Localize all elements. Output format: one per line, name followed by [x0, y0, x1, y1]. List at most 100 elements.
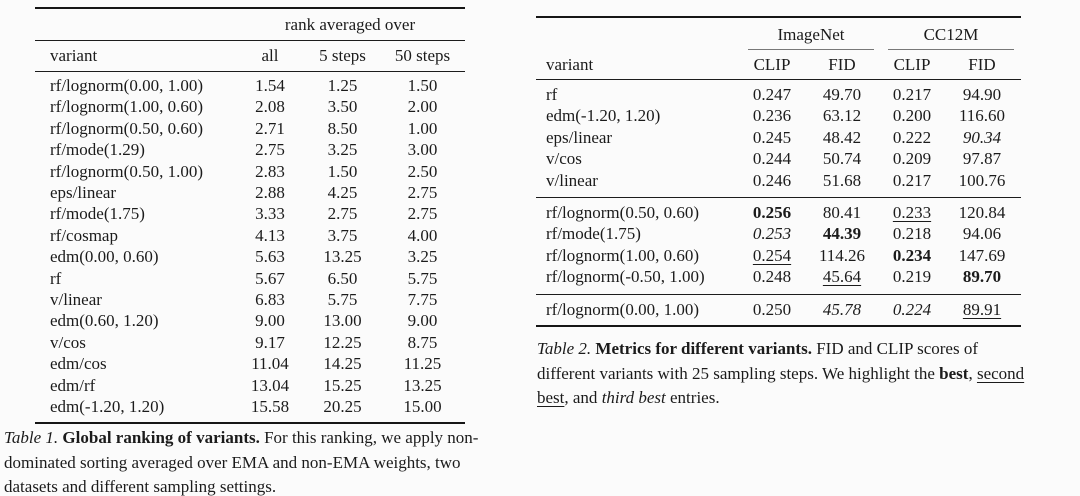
value-cell: 63.12 [822, 106, 862, 126]
variant-cell: rf/lognorm(0.50, 1.00) [50, 161, 203, 181]
table-row: rf/lognorm(1.00, 0.60) 0.254 114.26 0.234 14… [536, 245, 1021, 266]
column-header-all: all [261, 46, 279, 66]
value-cell: 4.00 [407, 225, 438, 245]
value-cell: 0.218 [892, 224, 932, 244]
value-cell: 11.04 [251, 354, 289, 374]
value-cell: 2.75 [407, 204, 438, 224]
table-1-header-row: variant all 5 steps 50 steps [35, 41, 465, 71]
table-row: rf/mode(1.29) 2.75 3.25 3.00 [35, 139, 465, 160]
value-cell: 6.50 [327, 268, 358, 288]
column-header-variant: variant [546, 54, 594, 74]
value-cell: 3.33 [255, 204, 285, 224]
caption-segment: Global ranking of variants. [62, 428, 260, 447]
value-cell: 0.217 [892, 85, 932, 104]
value-cell: 49.70 [822, 85, 862, 104]
table-2-mid-rule-2 [536, 293, 1021, 295]
table-row: rf/mode(1.75) 0.253 44.39 0.218 94.06 [536, 223, 1021, 244]
value-cell: 0.200 [892, 106, 932, 126]
table-1-top-rule [35, 7, 465, 9]
table-1-body: rf/lognorm(0.00, 1.00) 1.54 1.25 1.50 rf/log… [35, 72, 465, 422]
value-cell: 7.75 [407, 290, 438, 310]
caption-segment: For this ranking, we apply non-dominated… [4, 428, 479, 496]
table-2-head-rule [536, 79, 1021, 80]
table-1-spanner-row: rank averaged over [35, 9, 465, 40]
table-1-body-rule [35, 71, 465, 72]
caption-segment: Table 2. [537, 339, 592, 358]
variant-cell: rf/mode(1.75) [546, 224, 641, 244]
value-cell: 2.50 [407, 161, 438, 181]
value-cell: 5.75 [327, 290, 358, 310]
variant-cell: rf/lognorm(1.00, 0.60) [546, 245, 699, 265]
value-cell: 45.64 [822, 267, 862, 287]
value-cell: 0.236 [752, 106, 792, 126]
table-row: v/cos 9.17 12.25 8.75 [35, 332, 465, 353]
table-2-spanner-row: ImageNet CC12M [536, 18, 1021, 50]
table-row: edm(0.60, 1.20) 9.00 13.00 9.00 [35, 310, 465, 331]
table-row: edm/rf 13.04 15.25 13.25 [35, 375, 465, 396]
variant-cell: edm/rf [50, 375, 96, 395]
caption-segment: best [939, 363, 969, 383]
group-header-imagenet-label: ImageNet [748, 24, 874, 50]
table-row: eps/linear 0.245 48.42 0.222 90.34 [536, 127, 1021, 148]
table-2-bottom-rule [536, 325, 1021, 328]
value-cell: 3.25 [327, 140, 358, 160]
column-header-clip-cc12m: CLIP [893, 54, 931, 74]
value-cell: 0.234 [892, 245, 932, 265]
variant-cell: rf/lognorm(-0.50, 1.00) [546, 267, 705, 287]
table-row: rf/lognorm(-0.50, 1.00) 0.248 45.64 0.219 89… [536, 266, 1021, 287]
table-2-group-1: rf 0.247 49.70 0.217 94.90 edm(-1.20, 1.20) 0.… [536, 80, 1021, 197]
caption-segment: Table 1. [4, 428, 59, 447]
table-2-group-3: rf/lognorm(0.00, 1.00) 0.250 45.78 0.224 89.… [536, 295, 1021, 325]
caption-segment: , [968, 363, 977, 383]
variant-cell: eps/linear [546, 127, 613, 147]
value-cell: 90.34 [962, 127, 1002, 147]
value-cell: 3.25 [407, 247, 438, 267]
value-cell: 0.248 [752, 267, 792, 287]
value-cell: 15.58 [250, 397, 290, 417]
table-1-head-rule [35, 40, 465, 41]
variant-cell: rf [546, 85, 558, 104]
value-cell: 147.69 [958, 245, 1006, 265]
table-row: edm/cos 11.04 14.25 11.25 [35, 353, 465, 374]
value-cell: 89.91 [962, 299, 1002, 319]
value-cell: 3.50 [327, 97, 358, 117]
column-header-clip-imagenet: CLIP [753, 54, 791, 74]
table-row: rf/mode(1.75) 3.33 2.75 2.75 [35, 203, 465, 224]
spanner-header: rank averaged over [284, 14, 416, 34]
value-cell: 2.08 [255, 97, 285, 117]
value-cell: 97.87 [962, 149, 1002, 169]
value-cell: 120.84 [958, 203, 1006, 223]
table-row: v/cos 0.244 50.74 0.209 97.87 [536, 148, 1021, 169]
variant-cell: v/cos [50, 332, 86, 352]
variant-cell: edm(0.60, 1.20) [50, 311, 159, 331]
caption-segment: Metrics for different variants. [595, 339, 812, 358]
value-cell: 1.50 [327, 161, 358, 181]
value-cell: 0.217 [892, 170, 932, 190]
value-cell: 0.247 [752, 85, 792, 104]
table-row: v/linear 0.246 51.68 0.217 100.76 [536, 170, 1021, 191]
value-cell: 0.224 [892, 299, 932, 319]
value-cell: 3.00 [407, 140, 438, 160]
group-header-cc12m: CC12M [881, 24, 1021, 50]
table-2-caption: Table 2. Metrics for different variants.… [537, 337, 1039, 411]
table-row: rf/cosmap 4.13 3.75 4.00 [35, 225, 465, 246]
variant-cell: rf/lognorm(1.00, 0.60) [50, 97, 203, 117]
value-cell: 80.41 [822, 203, 862, 223]
value-cell: 4.25 [327, 183, 358, 203]
variant-cell: eps/linear [50, 183, 117, 203]
variant-cell: rf/lognorm(0.50, 0.60) [546, 203, 699, 223]
value-cell: 5.67 [255, 268, 285, 288]
table-row: rf/lognorm(0.50, 0.60) 0.256 80.41 0.233 120… [536, 202, 1021, 223]
value-cell: 1.00 [407, 118, 438, 138]
value-cell: 5.75 [407, 268, 438, 288]
table-2-group-2: rf/lognorm(0.50, 0.60) 0.256 80.41 0.233 120… [536, 198, 1021, 294]
value-cell: 2.75 [327, 204, 358, 224]
value-cell: 0.233 [892, 203, 932, 223]
value-cell: 0.222 [892, 127, 932, 147]
caption-segment: , and [564, 388, 602, 407]
value-cell: 0.250 [752, 299, 792, 319]
value-cell: 2.00 [407, 97, 438, 117]
group-header-imagenet: ImageNet [741, 24, 881, 50]
value-cell: 2.71 [255, 118, 285, 138]
value-cell: 116.60 [958, 106, 1006, 126]
